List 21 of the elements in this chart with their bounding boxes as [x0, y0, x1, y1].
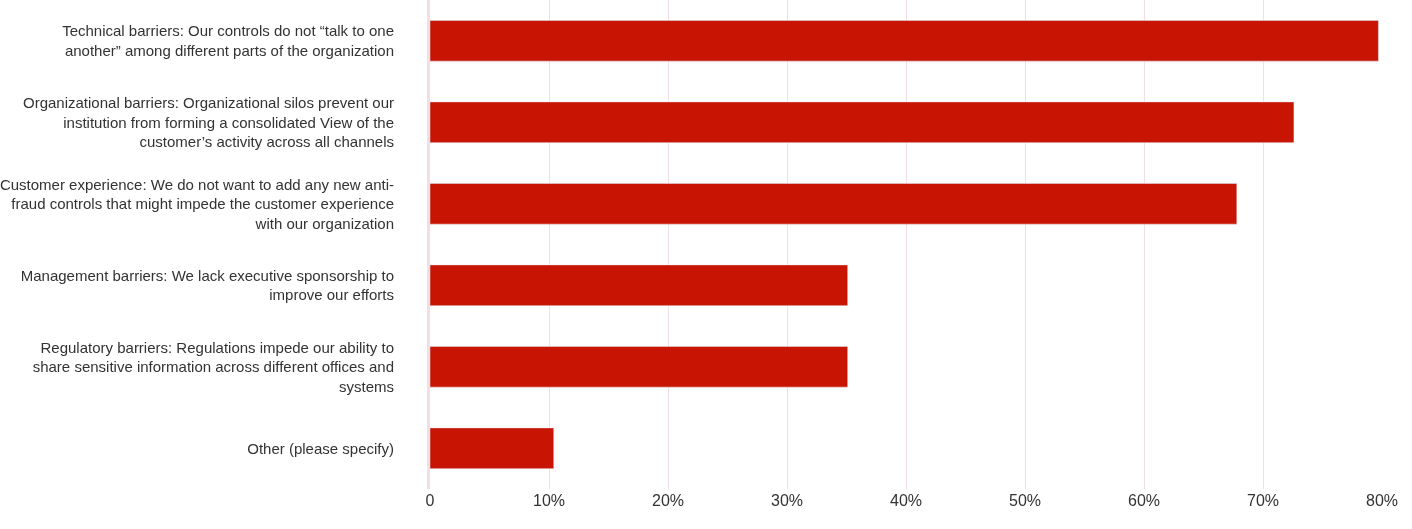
y-tick-label: Customer experience: We do not want to add any new anti-fraud controls that might impede the customer experience with our organization — [0, 175, 394, 232]
x-tick-label: 40% — [889, 492, 923, 509]
bar — [430, 20, 1379, 62]
bar — [430, 101, 1295, 143]
bar — [430, 346, 848, 388]
bar — [430, 427, 555, 469]
y-tick-label: Technical barriers: Our controls do not “talk to one another” among different parts of the organization — [62, 22, 394, 59]
x-tick-label: 50% — [1008, 492, 1042, 509]
x-tick-label: 10% — [532, 492, 566, 509]
y-tick-label: Regulatory barriers: Regulations impede our ability to share sensitive information across different offices and systems — [32, 338, 394, 395]
y-tick-label: Organizational barriers: Organizational silos prevent our institution from forming a consolidated View of the customer’s activity across all channels — [22, 94, 394, 150]
y-tick-label: Other (please specify) — [247, 439, 394, 457]
bar — [430, 183, 1238, 225]
x-tick-label: 70% — [1246, 492, 1280, 509]
y-tick-label: Management barriers: We lack executive sponsorship to improve our efforts — [20, 266, 394, 304]
x-tick-label: 60% — [1127, 492, 1161, 509]
bar — [430, 264, 848, 306]
x-tick-label: 20% — [651, 492, 685, 509]
x-tick-label: 80% — [1365, 492, 1399, 509]
x-tick-label: 30% — [770, 492, 804, 509]
x-tick-label: 0 — [425, 492, 435, 509]
